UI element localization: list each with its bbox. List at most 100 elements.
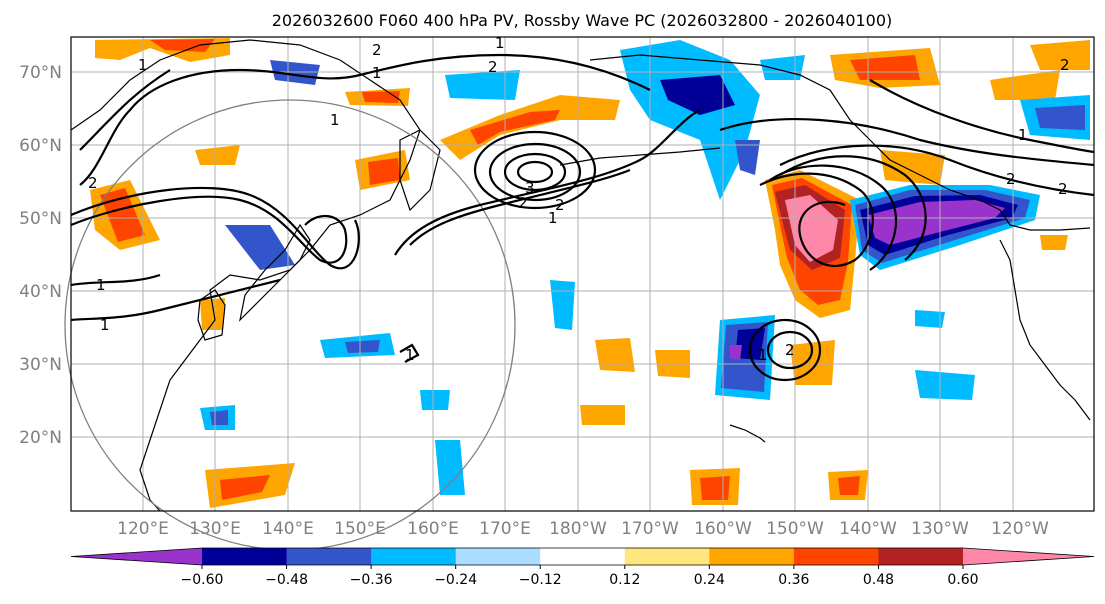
colorbar-tick-label: −0.60: [181, 572, 224, 588]
map-frame: [70, 36, 1095, 512]
pv-contours: [70, 53, 1095, 382]
colorbar-segment: [455, 548, 541, 565]
colorbar-segment: [624, 548, 710, 565]
colorbar: −0.60 −0.48 −0.36 −0.24 −0.12 0.12 0.24 0.36 0.4…: [70, 547, 1095, 588]
positive-anomaly-region: [880, 150, 945, 185]
contour-label: 1: [758, 346, 768, 364]
positive-anomaly-region: [1040, 235, 1068, 250]
colorbar-tick-label: −0.24: [434, 572, 477, 588]
contour-label: 1: [330, 111, 340, 129]
pv-contour: [779, 155, 927, 261]
positive-anomaly-region: [368, 158, 400, 185]
lon-label: 140°E: [262, 519, 314, 539]
pv-contour: [70, 186, 360, 270]
contour-label: 2: [488, 58, 498, 76]
contour-label: 1: [138, 56, 148, 74]
contour-label: 1: [1018, 126, 1028, 144]
colorbar-tick-label: −0.36: [350, 572, 393, 588]
pv-contour-closed: [748, 318, 822, 382]
north-america-coastline: [999, 239, 1091, 421]
negative-anomaly-region: [730, 345, 742, 360]
negative-anomaly-region: [735, 140, 760, 175]
lon-label: 130°W: [911, 519, 969, 539]
lon-label: 160°W: [694, 519, 752, 539]
contour-label: 3: [525, 179, 535, 197]
pv-contour: [719, 118, 1095, 167]
pv-contour-closed: [503, 152, 567, 192]
lon-label: 140°W: [839, 519, 897, 539]
hawaii-islands: [729, 424, 766, 443]
colorbar-extend-max: [963, 548, 1094, 565]
negative-anomaly-region: [550, 280, 575, 330]
contour-label: 2: [88, 174, 98, 192]
positive-anomaly-region: [838, 476, 860, 495]
pv-contour: [394, 109, 701, 256]
negative-anomaly-region: [210, 410, 228, 425]
contour-label: 1: [96, 276, 106, 294]
lon-label: 130°E: [189, 519, 241, 539]
positive-anomaly-region: [1030, 40, 1090, 70]
korea-coastline: [197, 289, 226, 341]
asia-coastline: [70, 39, 421, 512]
pv-contour-closed: [473, 130, 597, 210]
colorbar-segment: [793, 548, 879, 565]
aleutian-islands: [559, 147, 721, 166]
positive-anomaly-region: [785, 195, 838, 262]
pv-contour: [79, 69, 171, 151]
contour-label: 2: [1060, 56, 1070, 74]
positive-anomaly-region: [440, 95, 620, 160]
negative-anomaly-region: [435, 440, 465, 495]
colorbar-tick-label: 0.36: [778, 572, 809, 588]
colorbar-tick-label: −0.12: [519, 572, 562, 588]
colorbar-segment: [709, 548, 795, 565]
contour-label: 1: [548, 209, 558, 227]
lon-label: 150°W: [766, 519, 824, 539]
lon-label: 170°W: [621, 519, 679, 539]
contour-label: 1: [372, 64, 382, 82]
lat-label: 40°N: [19, 282, 62, 302]
colorbar-extend-min: [71, 548, 202, 565]
contour-label: 1: [405, 346, 415, 364]
lon-label: 120°E: [117, 519, 169, 539]
lat-label: 50°N: [19, 209, 62, 229]
colorbar-tick-label: 0.12: [609, 572, 640, 588]
colorbar-tick-label: 0.60: [947, 572, 978, 588]
negative-anomaly-region: [915, 310, 945, 328]
lat-label: 30°N: [19, 355, 62, 375]
pv-contour: [769, 164, 898, 271]
contour-label: 1: [100, 316, 110, 334]
lat-label: 20°N: [19, 428, 62, 448]
negative-anomaly-region: [868, 200, 1005, 245]
negative-anomaly-region: [660, 75, 735, 115]
colorbar-tick-label: −0.48: [265, 572, 308, 588]
contour-label: 2: [785, 341, 795, 359]
positive-anomaly-region: [700, 476, 730, 500]
positive-anomaly-region: [362, 91, 400, 103]
figure-title: 2026032600 F060 400 hPa PV, Rossby Wave …: [272, 11, 893, 30]
pv-contour-closed: [488, 142, 582, 202]
positive-anomaly-region: [150, 39, 215, 52]
positive-anomaly-region: [595, 338, 635, 372]
positive-anomaly-region: [580, 405, 625, 425]
lat-label: 60°N: [19, 136, 62, 156]
negative-anomaly-region: [420, 390, 450, 410]
lon-label: 180°W: [549, 519, 607, 539]
positive-anomaly-region: [195, 145, 240, 165]
pv-anomaly-shading: [90, 38, 1090, 508]
contour-label: 2: [518, 194, 528, 212]
japan-coastline: [239, 223, 311, 322]
lon-label: 120°W: [991, 519, 1049, 539]
latitude-labels: 70°N 60°N 50°N 40°N 30°N 20°N: [19, 63, 62, 448]
colorbar-segment: [540, 548, 626, 565]
negative-anomaly-region: [345, 340, 380, 353]
contour-label: 2: [1006, 170, 1016, 188]
pv-contour: [70, 278, 281, 322]
contour-label: 2: [372, 41, 382, 59]
graticule: [71, 37, 1094, 511]
pv-contour: [70, 273, 161, 287]
positive-anomaly-region: [220, 475, 270, 500]
pv-contour: [869, 79, 1095, 154]
pv-contour: [409, 168, 631, 246]
positive-anomaly-region: [200, 298, 225, 330]
